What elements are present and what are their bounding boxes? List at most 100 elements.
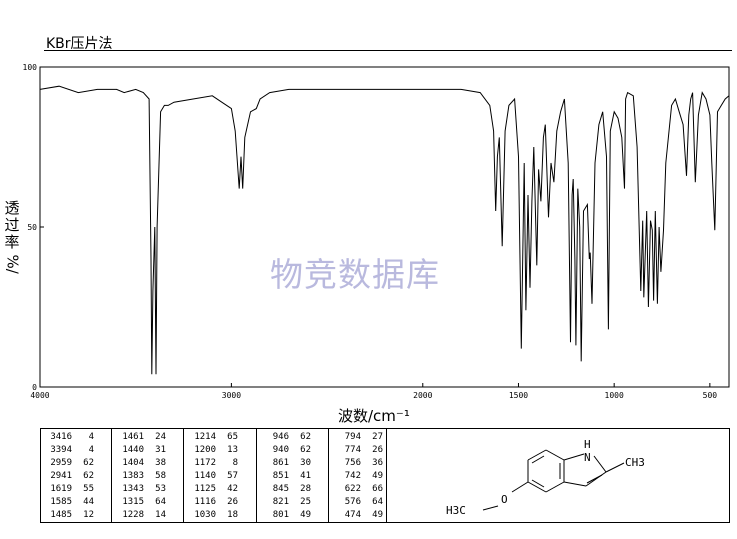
x-tick-label: 3000 <box>222 391 241 400</box>
peak-row: 845 28 <box>261 483 311 496</box>
peak-row: 1116 26 <box>188 496 238 509</box>
peak-column: 1214 65 1200 13 1172 8 1140 57 1125 42 1116 26 1030 1… <box>188 431 238 522</box>
peak-row: 1140 57 <box>188 470 238 483</box>
peak-row: 1200 13 <box>188 444 238 457</box>
peak-wavenumber: 474 <box>344 510 361 520</box>
peak-row: 821 25 <box>261 496 311 509</box>
peak-wavenumber: 845 <box>272 484 289 494</box>
peak-transmittance: 4 <box>88 445 94 455</box>
peak-wavenumber: 742 <box>344 471 361 481</box>
y-tick-label: 50 <box>27 223 37 232</box>
peak-transmittance: 58 <box>155 471 166 481</box>
x-axis-label: 波数/cm⁻¹ <box>338 407 410 425</box>
peak-transmittance: 49 <box>300 510 311 520</box>
peak-row: 756 36 <box>333 457 383 470</box>
x-tick-label: 2000 <box>413 391 432 400</box>
peak-row: 794 27 <box>333 431 383 444</box>
n-label: N <box>584 451 591 464</box>
method-label: KBr压片法 <box>46 36 113 52</box>
peak-row: 940 62 <box>261 444 311 457</box>
peak-row: 622 66 <box>333 483 383 496</box>
peak-transmittance: 24 <box>155 432 166 442</box>
peak-row: 946 62 <box>261 431 311 444</box>
peak-wavenumber: 1200 <box>194 445 216 455</box>
peak-wavenumber: 851 <box>272 471 289 481</box>
peak-wavenumber: 1315 <box>122 497 144 507</box>
peak-transmittance: 41 <box>300 471 311 481</box>
peak-column: 3416 4 3394 4 2959 62 2941 62 1619 55 1585 44 1485 12 <box>44 431 94 522</box>
peak-row: 861 30 <box>261 457 311 470</box>
peak-wavenumber: 1214 <box>194 432 216 442</box>
peak-wavenumber: 1485 <box>50 510 72 520</box>
table-divider <box>328 429 329 522</box>
peak-row: 1440 31 <box>116 444 166 457</box>
peak-wavenumber: 1172 <box>194 458 216 468</box>
peak-row: 474 49 <box>333 509 383 522</box>
peak-row: 1343 53 <box>116 483 166 496</box>
peak-transmittance: 62 <box>83 471 94 481</box>
peak-wavenumber: 794 <box>344 432 361 442</box>
peak-row: 2959 62 <box>44 457 94 470</box>
peak-transmittance: 49 <box>372 471 383 481</box>
x-tick-label: 1000 <box>605 391 624 400</box>
peak-wavenumber: 1030 <box>194 510 216 520</box>
y-axis-label: 透过率 %/ <box>3 200 22 274</box>
peak-wavenumber: 1440 <box>122 445 144 455</box>
peak-wavenumber: 3394 <box>50 445 72 455</box>
peak-column: 794 27 774 26 756 36 742 49 622 66 576 64 474 49 <box>333 431 383 522</box>
peak-row: 774 26 <box>333 444 383 457</box>
peak-wavenumber: 1116 <box>194 497 216 507</box>
peak-wavenumber: 861 <box>272 458 289 468</box>
x-tick-label: 4000 <box>30 391 49 400</box>
peak-wavenumber: 774 <box>344 445 361 455</box>
peak-wavenumber: 1228 <box>122 510 144 520</box>
methyl-label: CH3 <box>625 456 645 469</box>
peak-transmittance: 4 <box>88 432 94 442</box>
table-divider <box>256 429 257 522</box>
peak-transmittance: 62 <box>83 458 94 468</box>
y-tick-label: 100 <box>23 63 38 72</box>
peak-transmittance: 26 <box>372 445 383 455</box>
peak-wavenumber: 821 <box>272 497 289 507</box>
peak-transmittance: 27 <box>372 432 383 442</box>
peak-transmittance: 31 <box>155 445 166 455</box>
peak-wavenumber: 801 <box>272 510 289 520</box>
peak-transmittance: 65 <box>227 432 238 442</box>
peak-transmittance: 44 <box>83 497 94 507</box>
table-divider <box>183 429 184 522</box>
peak-row: 1485 12 <box>44 509 94 522</box>
peak-row: 1030 18 <box>188 509 238 522</box>
peak-transmittance: 8 <box>232 458 238 468</box>
peak-wavenumber: 1404 <box>122 458 144 468</box>
peak-wavenumber: 1461 <box>122 432 144 442</box>
peak-transmittance: 36 <box>372 458 383 468</box>
methoxy-label: H3C <box>446 504 466 517</box>
peak-row: 3394 4 <box>44 444 94 457</box>
peak-wavenumber: 1383 <box>122 471 144 481</box>
molecule-structure: H N CH3 O H3C <box>446 438 645 517</box>
table-divider <box>386 429 387 522</box>
peak-row: 1172 8 <box>188 457 238 470</box>
peak-row: 851 41 <box>261 470 311 483</box>
header-rule <box>44 50 732 51</box>
peak-transmittance: 49 <box>372 510 383 520</box>
peak-row: 1619 55 <box>44 483 94 496</box>
peak-row: 2941 62 <box>44 470 94 483</box>
y-ticks: 0 50 100 <box>23 63 44 392</box>
peak-transmittance: 25 <box>300 497 311 507</box>
peak-wavenumber: 940 <box>272 445 289 455</box>
peak-column: 1461 24 1440 31 1404 38 1383 58 1343 53 1315 64 1228… <box>116 431 166 522</box>
peak-row: 801 49 <box>261 509 311 522</box>
peak-row: 1461 24 <box>116 431 166 444</box>
peak-row: 1585 44 <box>44 496 94 509</box>
peak-transmittance: 26 <box>227 497 238 507</box>
peak-transmittance: 38 <box>155 458 166 468</box>
peak-wavenumber: 756 <box>344 458 361 468</box>
peak-wavenumber: 1140 <box>194 471 216 481</box>
peak-transmittance: 28 <box>300 484 311 494</box>
y-axis-unit: %/ <box>3 254 22 274</box>
peak-row: 1228 14 <box>116 509 166 522</box>
peak-column: 946 62 940 62 861 30 851 41 845 28 821 25 801 49 <box>261 431 311 522</box>
peak-transmittance: 62 <box>300 445 311 455</box>
peak-row: 1315 64 <box>116 496 166 509</box>
